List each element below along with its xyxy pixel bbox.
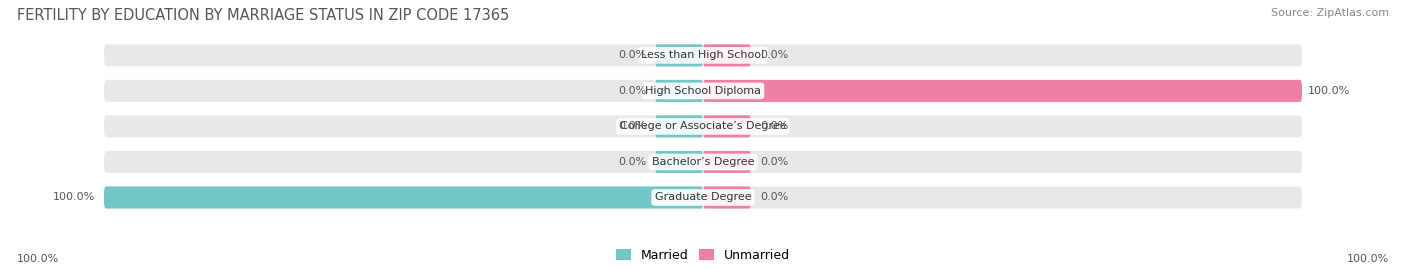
FancyBboxPatch shape	[104, 186, 1302, 208]
Text: Graduate Degree: Graduate Degree	[655, 193, 751, 203]
Text: 100.0%: 100.0%	[52, 193, 96, 203]
Text: 100.0%: 100.0%	[17, 254, 59, 264]
FancyBboxPatch shape	[655, 151, 703, 173]
Text: Less than High School: Less than High School	[641, 50, 765, 60]
FancyBboxPatch shape	[104, 115, 1302, 137]
Text: 0.0%: 0.0%	[617, 86, 647, 96]
FancyBboxPatch shape	[104, 151, 1302, 173]
Text: FERTILITY BY EDUCATION BY MARRIAGE STATUS IN ZIP CODE 17365: FERTILITY BY EDUCATION BY MARRIAGE STATU…	[17, 8, 509, 23]
FancyBboxPatch shape	[703, 80, 1302, 102]
FancyBboxPatch shape	[703, 44, 751, 66]
Text: 0.0%: 0.0%	[759, 157, 789, 167]
Text: 100.0%: 100.0%	[1347, 254, 1389, 264]
Text: 0.0%: 0.0%	[759, 121, 789, 132]
FancyBboxPatch shape	[104, 80, 1302, 102]
Text: 0.0%: 0.0%	[759, 50, 789, 60]
Text: 0.0%: 0.0%	[617, 50, 647, 60]
FancyBboxPatch shape	[104, 186, 703, 208]
FancyBboxPatch shape	[703, 115, 751, 137]
Text: 0.0%: 0.0%	[617, 157, 647, 167]
FancyBboxPatch shape	[655, 44, 703, 66]
FancyBboxPatch shape	[703, 151, 751, 173]
FancyBboxPatch shape	[655, 115, 703, 137]
Text: Source: ZipAtlas.com: Source: ZipAtlas.com	[1271, 8, 1389, 18]
Text: 100.0%: 100.0%	[1308, 86, 1350, 96]
FancyBboxPatch shape	[655, 80, 703, 102]
Legend: Married, Unmarried: Married, Unmarried	[612, 244, 794, 267]
FancyBboxPatch shape	[703, 186, 751, 208]
Text: College or Associate’s Degree: College or Associate’s Degree	[620, 121, 786, 132]
Text: Bachelor’s Degree: Bachelor’s Degree	[652, 157, 754, 167]
Text: 0.0%: 0.0%	[759, 193, 789, 203]
Text: High School Diploma: High School Diploma	[645, 86, 761, 96]
FancyBboxPatch shape	[104, 44, 1302, 66]
Text: 0.0%: 0.0%	[617, 121, 647, 132]
